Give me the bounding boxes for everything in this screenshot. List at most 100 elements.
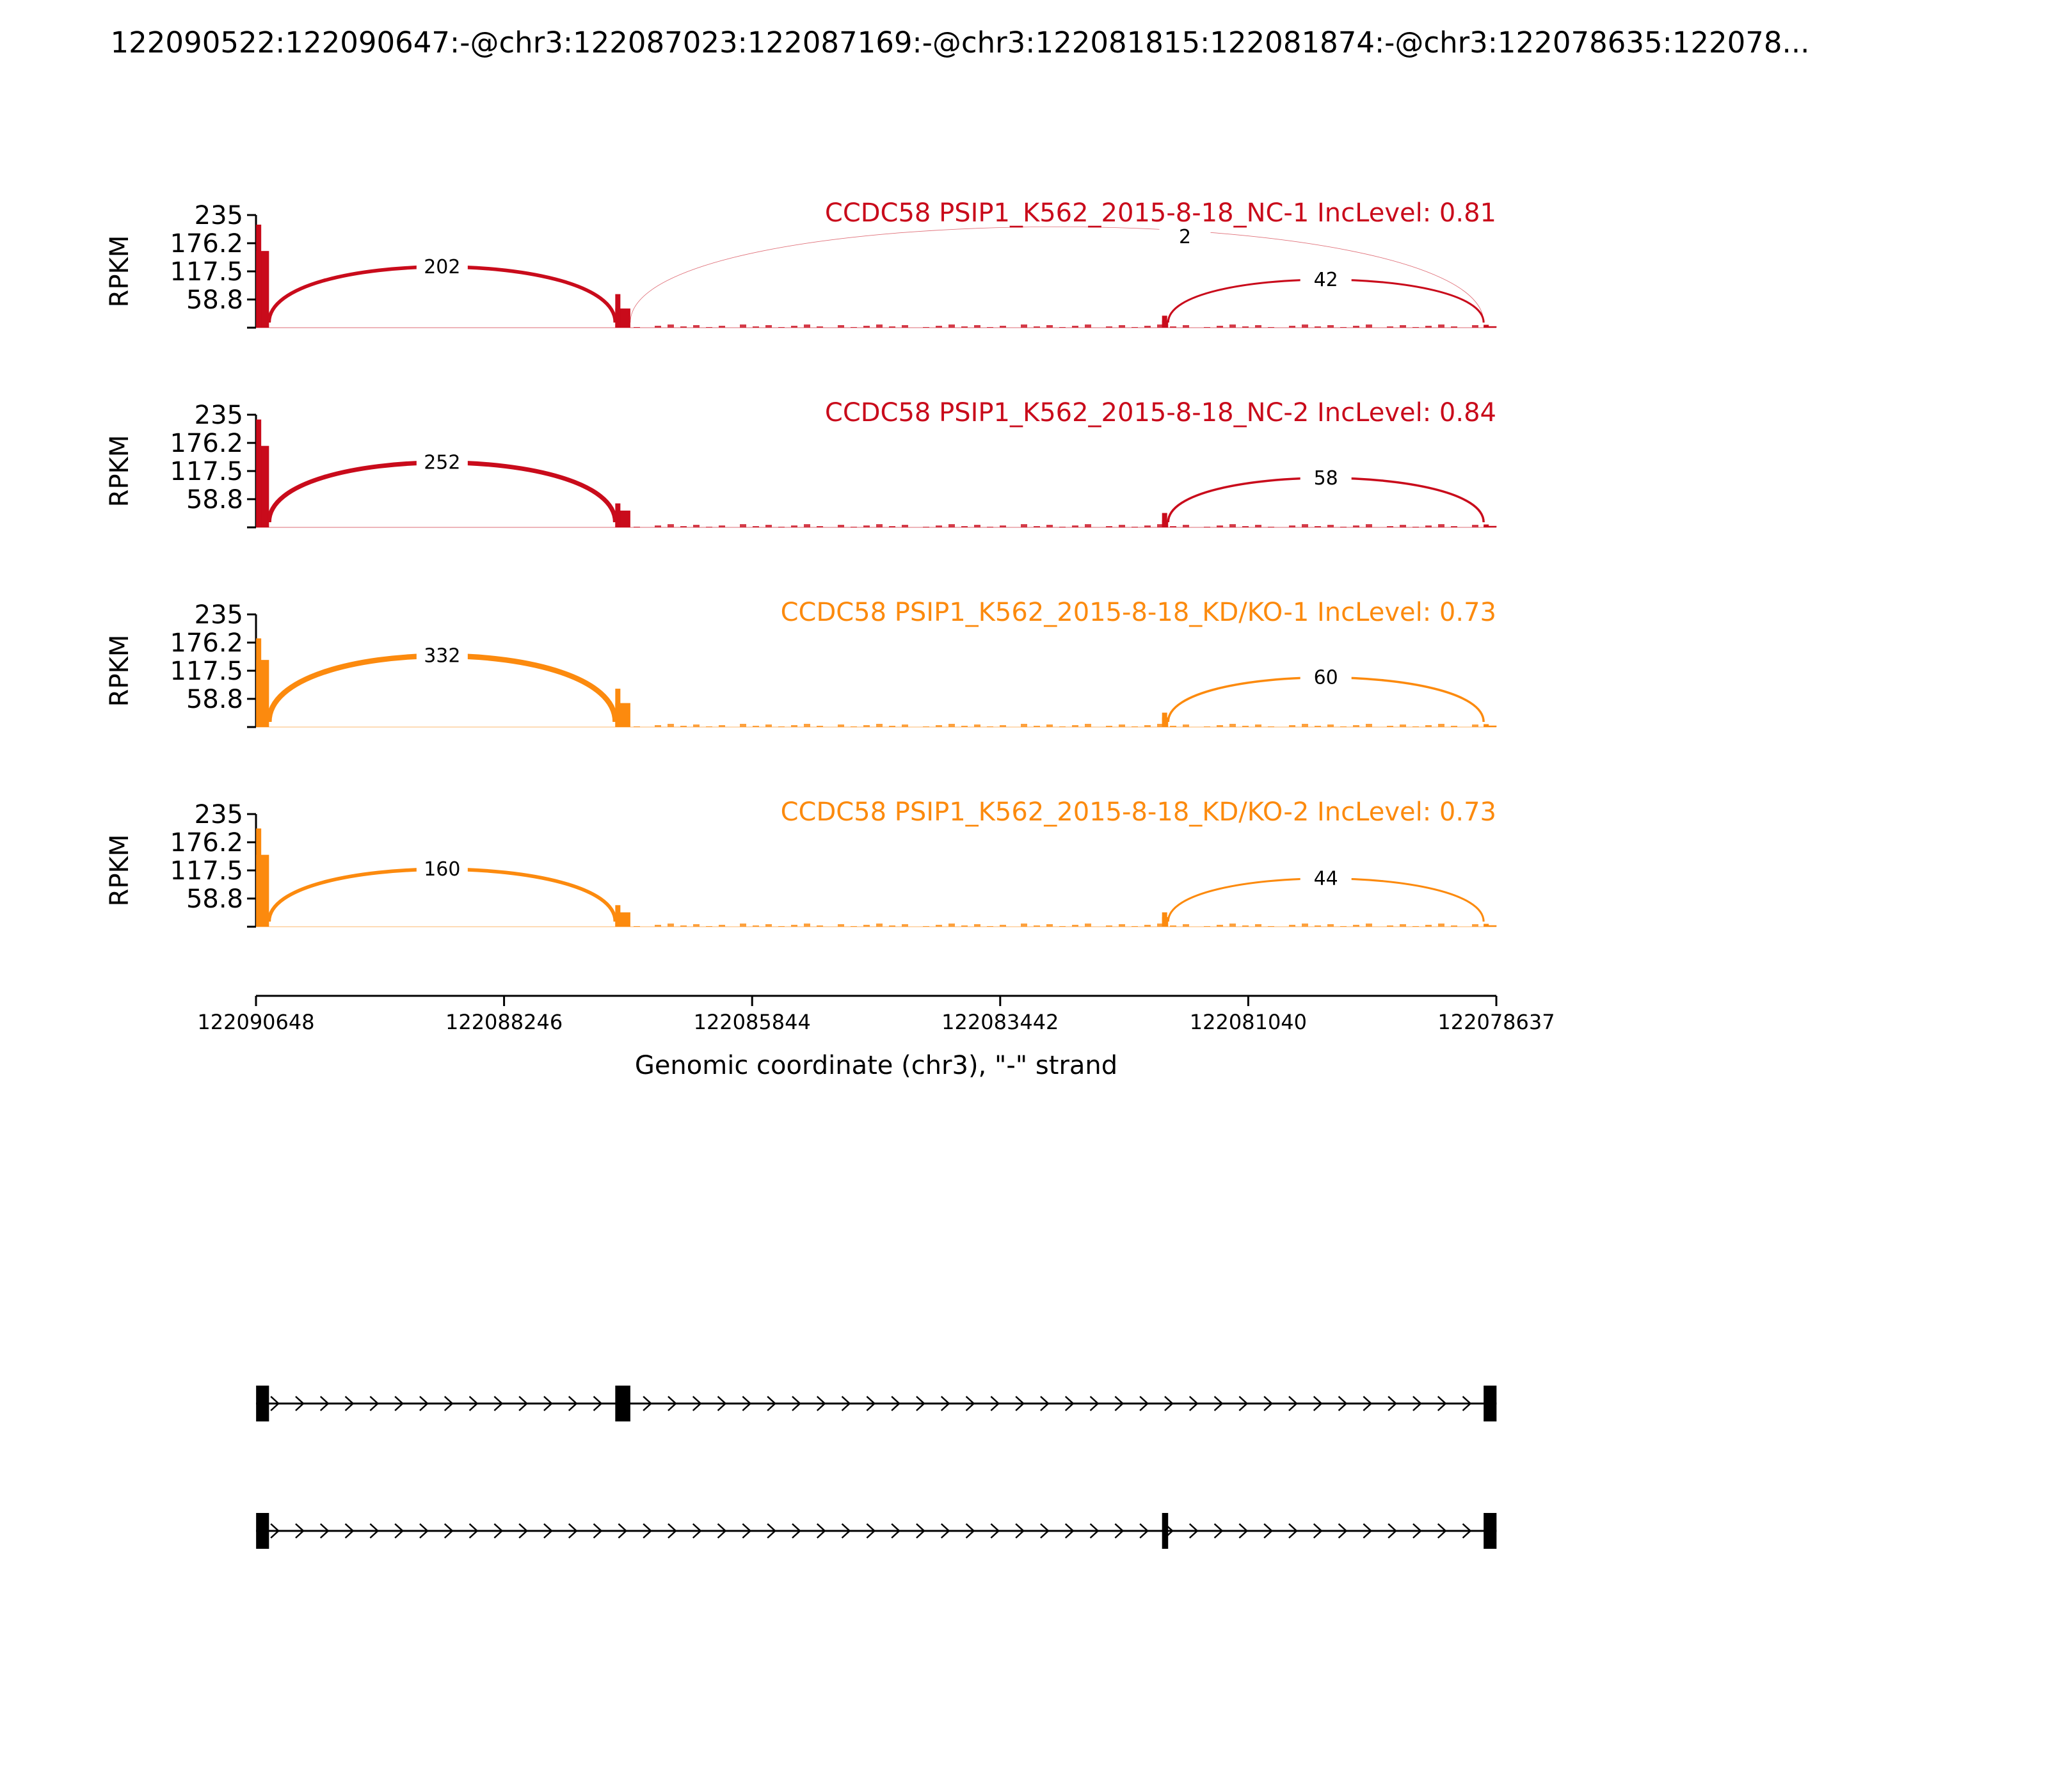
coverage-exon4 bbox=[1484, 925, 1497, 927]
strand-arrow bbox=[270, 1523, 280, 1539]
strand-arrow bbox=[816, 1396, 826, 1411]
intron-coverage bbox=[753, 925, 759, 927]
intron-coverage bbox=[1353, 525, 1359, 527]
strand-arrow bbox=[493, 1523, 504, 1539]
intron-coverage bbox=[1119, 724, 1125, 727]
intron-coverage bbox=[765, 325, 772, 328]
intron-coverage bbox=[1132, 926, 1138, 927]
coverage-peak-exon2 bbox=[615, 503, 621, 527]
intron-coverage bbox=[1438, 924, 1444, 927]
intron-coverage bbox=[1085, 724, 1091, 727]
strand-arrow bbox=[344, 1396, 355, 1411]
intron-coverage bbox=[1366, 524, 1372, 527]
intron-coverage bbox=[1183, 724, 1189, 727]
coverage-exon4 bbox=[1484, 725, 1497, 727]
strand-arrow bbox=[891, 1396, 901, 1411]
intron-coverage bbox=[1144, 925, 1151, 927]
intron-coverage bbox=[863, 525, 870, 527]
intron-coverage bbox=[936, 326, 942, 328]
strand-arrow bbox=[444, 1396, 454, 1411]
intron-coverage bbox=[974, 325, 980, 328]
strand-arrow bbox=[1089, 1396, 1100, 1411]
strand-arrow bbox=[419, 1523, 429, 1539]
exon-block-exon3 bbox=[1162, 1513, 1169, 1549]
strand-arrow bbox=[742, 1396, 752, 1411]
intron-coverage bbox=[936, 925, 942, 927]
strand-arrow bbox=[1338, 1523, 1348, 1539]
intron-coverage bbox=[851, 726, 857, 727]
intron-coverage bbox=[1451, 726, 1457, 727]
y-axis-label: RPKM bbox=[105, 835, 134, 907]
intron-coverage bbox=[1217, 326, 1223, 328]
intron-coverage bbox=[1268, 926, 1274, 927]
intron-coverage bbox=[1302, 924, 1308, 927]
intron-coverage bbox=[1229, 524, 1236, 527]
intron-coverage bbox=[1451, 526, 1457, 527]
strand-arrow bbox=[1437, 1523, 1447, 1539]
intron-coverage bbox=[680, 726, 687, 727]
intron-coverage bbox=[655, 925, 661, 927]
intron-coverage bbox=[1144, 326, 1151, 328]
intron-coverage bbox=[1059, 327, 1066, 328]
intron-coverage bbox=[1472, 525, 1478, 527]
intron-coverage bbox=[851, 327, 857, 328]
intron-coverage bbox=[1106, 925, 1112, 927]
intron-coverage bbox=[1438, 324, 1444, 328]
intron-coverage bbox=[923, 327, 929, 328]
intron-coverage bbox=[838, 525, 844, 527]
intron-coverage bbox=[719, 925, 725, 927]
junction-label-bg bbox=[416, 251, 468, 277]
intron-coverage bbox=[1387, 925, 1393, 927]
y-tick-label: 235 bbox=[195, 600, 243, 630]
intron-coverage bbox=[1217, 525, 1223, 527]
coverage-peak-exon1 bbox=[256, 828, 262, 927]
intron-coverage bbox=[1229, 324, 1236, 328]
y-tick-label: 58.8 bbox=[186, 285, 243, 315]
intron-coverage bbox=[1438, 724, 1444, 727]
intron-coverage bbox=[1387, 726, 1393, 727]
intron-coverage bbox=[778, 726, 785, 727]
intron-coverage bbox=[1366, 324, 1372, 328]
coverage-peak-exon1 bbox=[256, 419, 262, 527]
strand-arrow bbox=[916, 1396, 925, 1411]
y-tick-label: 58.8 bbox=[186, 884, 243, 914]
strand-arrow bbox=[543, 1396, 553, 1411]
track-label: CCDC58 PSIP1_K562_2015-8-18_NC-1 IncLeve… bbox=[825, 198, 1496, 228]
exon-block-exon4 bbox=[1484, 1513, 1497, 1549]
intron-coverage bbox=[1072, 925, 1078, 927]
intron-coverage bbox=[740, 324, 746, 328]
junction-label-bg bbox=[416, 640, 468, 666]
strand-arrow bbox=[866, 1523, 876, 1539]
junction-label-bg bbox=[1300, 662, 1352, 688]
intron-coverage bbox=[1106, 326, 1112, 328]
y-tick-label: 176.2 bbox=[170, 828, 243, 858]
intron-coverage bbox=[1085, 924, 1091, 927]
intron-coverage bbox=[1425, 725, 1432, 727]
y-axis-label: RPKM bbox=[105, 435, 134, 508]
strand-arrow bbox=[717, 1523, 727, 1539]
intron-coverage bbox=[1340, 926, 1347, 927]
intron-coverage bbox=[1034, 326, 1040, 328]
intron-coverage bbox=[1302, 724, 1308, 727]
intron-coverage bbox=[1021, 724, 1027, 727]
intron-coverage bbox=[1106, 726, 1112, 727]
coverage-peak-exon4 bbox=[1484, 524, 1489, 527]
strand-arrow bbox=[518, 1396, 529, 1411]
strand-arrow bbox=[668, 1396, 677, 1411]
intron-coverage bbox=[804, 724, 810, 727]
intron-coverage bbox=[817, 925, 823, 927]
strand-arrow bbox=[369, 1396, 380, 1411]
intron-coverage bbox=[974, 724, 980, 727]
strand-arrow bbox=[1188, 1523, 1199, 1539]
intron-coverage bbox=[1204, 327, 1210, 328]
intron-coverage bbox=[1366, 924, 1372, 927]
strand-arrow bbox=[295, 1523, 305, 1539]
junction-count: 58 bbox=[1314, 467, 1338, 490]
strand-arrow bbox=[1040, 1396, 1050, 1411]
y-tick-label: 176.2 bbox=[170, 628, 243, 658]
intron-coverage bbox=[948, 324, 955, 328]
intron-coverage bbox=[889, 326, 895, 328]
